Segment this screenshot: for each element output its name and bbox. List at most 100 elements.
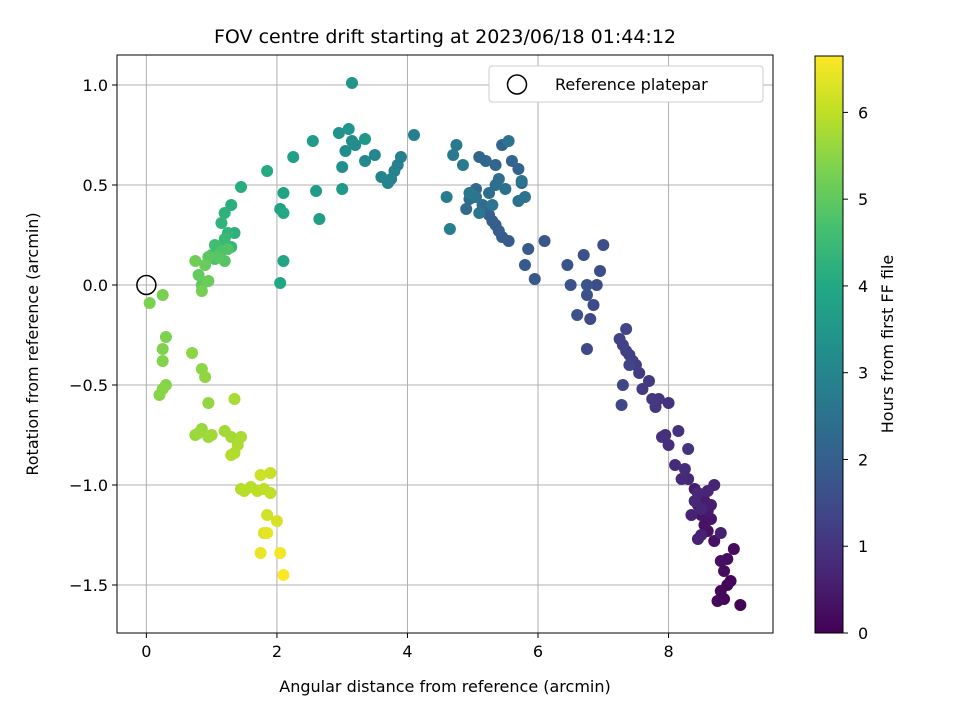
scatter-point bbox=[218, 207, 231, 219]
scatter-point bbox=[597, 239, 610, 251]
scatter-point bbox=[615, 399, 628, 411]
scatter-point bbox=[261, 165, 274, 177]
scatter-point bbox=[659, 429, 672, 441]
x-axis-ticks: 0 2 4 6 8 bbox=[141, 633, 674, 661]
scatter-point bbox=[336, 161, 349, 173]
scatter-point bbox=[156, 289, 169, 301]
scatter-point bbox=[528, 273, 541, 285]
scatter-point bbox=[205, 429, 218, 441]
scatter-point bbox=[270, 515, 283, 527]
y-tick-label: 1.0 bbox=[83, 76, 108, 95]
y-tick-label: −0.5 bbox=[69, 376, 108, 395]
scatter-points bbox=[143, 77, 747, 611]
scatter-point bbox=[345, 135, 358, 147]
scatter-point bbox=[339, 145, 352, 157]
scatter-point bbox=[616, 379, 629, 391]
scatter-point bbox=[489, 159, 502, 171]
scatter-point bbox=[590, 279, 603, 291]
scatter-point bbox=[734, 599, 747, 611]
scatter-point bbox=[143, 297, 156, 309]
scatter-point bbox=[225, 431, 238, 443]
scatter-point bbox=[264, 487, 277, 499]
scatter-point bbox=[724, 575, 737, 587]
x-tick-label: 8 bbox=[663, 642, 673, 661]
scatter-point bbox=[580, 279, 593, 291]
scatter-point bbox=[261, 527, 274, 539]
scatter-point bbox=[407, 129, 420, 141]
scatter-point bbox=[450, 139, 463, 151]
y-tick-label: 0.5 bbox=[83, 176, 108, 195]
scatter-point bbox=[691, 533, 704, 545]
scatter-point bbox=[642, 375, 655, 387]
scatter-point bbox=[718, 565, 731, 577]
scatter-point bbox=[221, 243, 234, 255]
scatter-point bbox=[492, 173, 505, 185]
scatter-point bbox=[678, 463, 691, 475]
scatter-point bbox=[310, 185, 323, 197]
scatter-point bbox=[512, 163, 525, 175]
colorbar-tick-label: 0 bbox=[858, 624, 868, 643]
scatter-point bbox=[277, 187, 290, 199]
x-tick-label: 6 bbox=[533, 642, 543, 661]
scatter-point bbox=[682, 443, 695, 455]
x-tick-label: 4 bbox=[402, 642, 412, 661]
scatter-point bbox=[646, 393, 659, 405]
scatter-point bbox=[456, 159, 469, 171]
scatter-point bbox=[561, 259, 574, 271]
colorbar-tick-label: 3 bbox=[858, 364, 868, 383]
scatter-point bbox=[613, 333, 626, 345]
scatter-point bbox=[342, 123, 355, 135]
scatter-point bbox=[473, 207, 486, 219]
scatter-point bbox=[463, 187, 476, 199]
scatter-point bbox=[620, 323, 633, 335]
scatter-point bbox=[156, 355, 169, 367]
scatter-point bbox=[486, 199, 499, 211]
scatter-point bbox=[662, 439, 675, 451]
scatter-point bbox=[212, 251, 225, 263]
scatter-point bbox=[538, 235, 551, 247]
scatter-point bbox=[499, 183, 512, 195]
scatter-point bbox=[199, 259, 212, 271]
colorbar-tick-label: 6 bbox=[858, 103, 868, 122]
plot-area-frame bbox=[116, 54, 774, 634]
x-tick-label: 0 bbox=[141, 642, 151, 661]
scatter-point bbox=[443, 223, 456, 235]
scatter-point bbox=[571, 309, 584, 321]
scatter-point bbox=[711, 595, 724, 607]
scatter-point bbox=[580, 343, 593, 355]
y-tick-label: −1.0 bbox=[69, 476, 108, 495]
scatter-point bbox=[277, 255, 290, 267]
scatter-point bbox=[440, 191, 453, 203]
legend-label-reference: Reference platepar bbox=[555, 75, 708, 94]
scatter-point bbox=[306, 135, 319, 147]
scatter-point bbox=[186, 347, 199, 359]
scatter-point bbox=[277, 207, 290, 219]
scatter-point bbox=[156, 343, 169, 355]
scatter-point bbox=[225, 199, 238, 211]
scatter-point bbox=[345, 77, 358, 89]
y-axis-label: Rotation from reference (arcmin) bbox=[23, 212, 42, 475]
scatter-point bbox=[261, 509, 274, 521]
scatter-point bbox=[313, 213, 326, 225]
scatter-point bbox=[636, 383, 649, 395]
colorbar-gradient bbox=[814, 55, 844, 634]
colorbar-tick-label: 1 bbox=[858, 537, 868, 556]
colorbar-ticks: 0 1 2 3 4 5 6 bbox=[843, 103, 868, 643]
scatter-point bbox=[577, 249, 590, 261]
scatter-point bbox=[336, 183, 349, 195]
scatter-point bbox=[685, 509, 698, 521]
colorbar-tick-label: 4 bbox=[858, 277, 868, 296]
scatter-point bbox=[584, 313, 597, 325]
scatter-point bbox=[672, 425, 685, 437]
scatter-point bbox=[714, 585, 727, 597]
y-tick-label: 0.0 bbox=[83, 276, 108, 295]
scatter-point bbox=[518, 191, 531, 203]
scatter-point bbox=[688, 495, 701, 507]
scatter-point bbox=[515, 175, 528, 187]
scatter-point bbox=[623, 359, 636, 371]
scatter-point bbox=[192, 427, 205, 439]
scatter-point bbox=[264, 467, 277, 479]
scatter-point bbox=[708, 535, 721, 547]
scatter-point bbox=[460, 203, 473, 215]
scatter-point bbox=[228, 393, 241, 405]
